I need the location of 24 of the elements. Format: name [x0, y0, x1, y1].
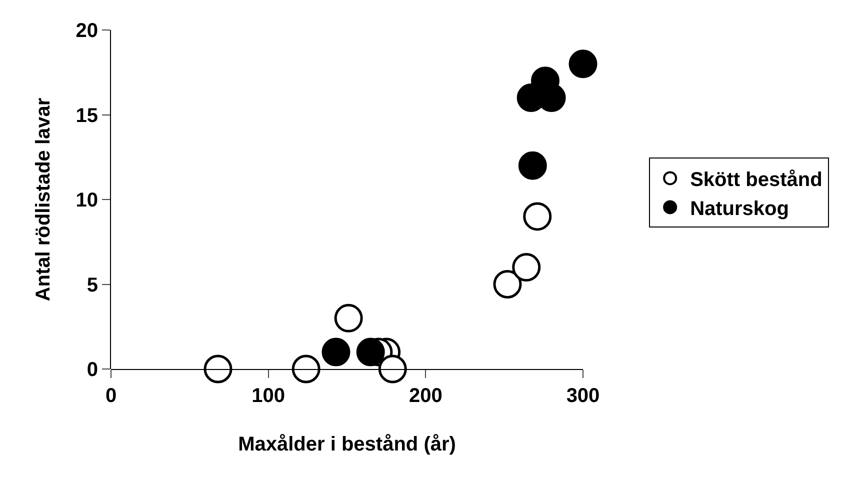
point	[568, 50, 598, 78]
point	[523, 202, 552, 231]
point	[518, 151, 547, 180]
point	[334, 304, 363, 332]
x-axis-title: Maxålder i bestånd (år)	[238, 434, 456, 456]
legend-label: Naturskog	[690, 198, 789, 220]
x-tick-label: 0	[105, 385, 117, 407]
y-tick-label: 15	[76, 104, 98, 127]
y-tick-label: 0	[86, 359, 98, 381]
x-tick-label: 100	[252, 385, 286, 407]
point	[356, 338, 385, 366]
point	[493, 270, 522, 298]
point	[512, 253, 541, 282]
point	[204, 354, 232, 384]
legend-label: Skött bestånd	[690, 169, 822, 192]
y-axis-title: Antal rödlistade lavar	[32, 98, 54, 302]
point	[292, 354, 320, 384]
y-tick-label: 5	[86, 274, 98, 296]
x-tick-label: 200	[408, 385, 442, 407]
y-tick-label: 20	[76, 20, 98, 42]
y-tick-label: 10	[76, 190, 98, 212]
point	[378, 354, 407, 384]
point	[322, 338, 350, 366]
x-tick-label: 300	[566, 385, 600, 407]
